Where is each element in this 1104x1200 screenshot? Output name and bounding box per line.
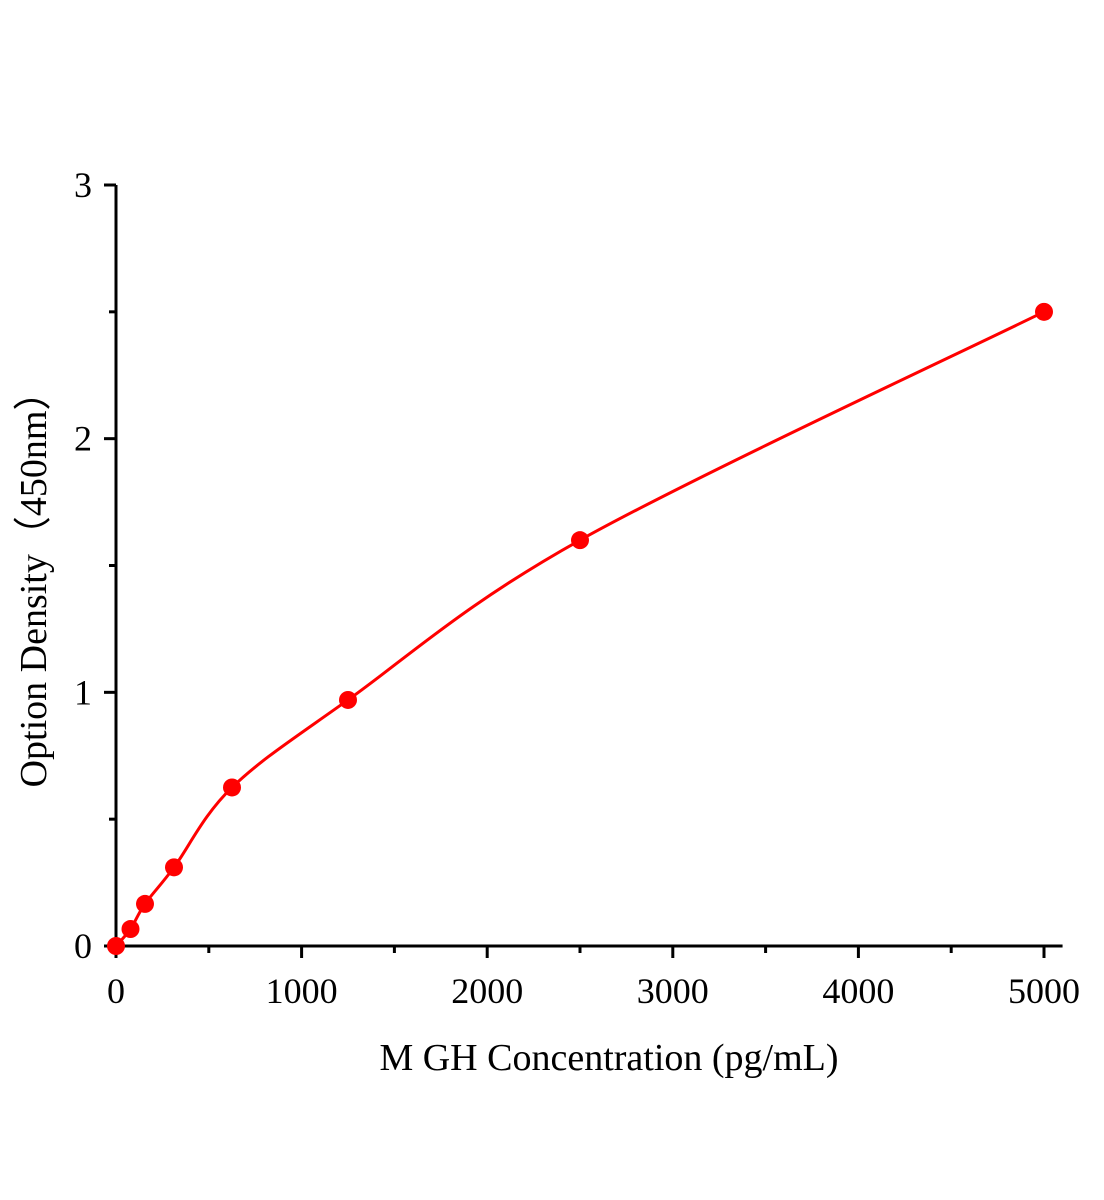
axes — [114, 185, 1063, 948]
data-point — [121, 920, 140, 939]
fit-curve — [114, 310, 1045, 947]
x-tick-label: 1000 — [266, 971, 338, 1011]
y-tick-label: 3 — [74, 165, 92, 205]
y-axis-label: Option Density（450nm） — [13, 373, 55, 788]
data-point — [339, 690, 357, 709]
data-point — [165, 858, 183, 877]
x-tick-label: 4000 — [822, 971, 894, 1011]
x-tick-label: 3000 — [637, 971, 709, 1011]
data-point — [571, 531, 589, 550]
x-tick-label: 2000 — [451, 971, 523, 1011]
data-point — [107, 937, 125, 955]
data-point — [223, 778, 241, 797]
x-axis-label: M GH Concentration (pg/mL) — [379, 1037, 838, 1079]
ticks: 0 1000 2000 3000 4000 5000 0 1 2 3 — [74, 165, 1080, 1011]
y-tick-label: 2 — [74, 419, 92, 459]
x-tick-label: 5000 — [1008, 971, 1080, 1011]
y-tick-label: 0 — [74, 926, 92, 966]
y-tick-label: 1 — [74, 672, 92, 712]
data-point — [1035, 302, 1053, 321]
data-point — [136, 894, 154, 913]
data-points — [107, 302, 1053, 955]
x-tick-label: 0 — [107, 971, 125, 1011]
